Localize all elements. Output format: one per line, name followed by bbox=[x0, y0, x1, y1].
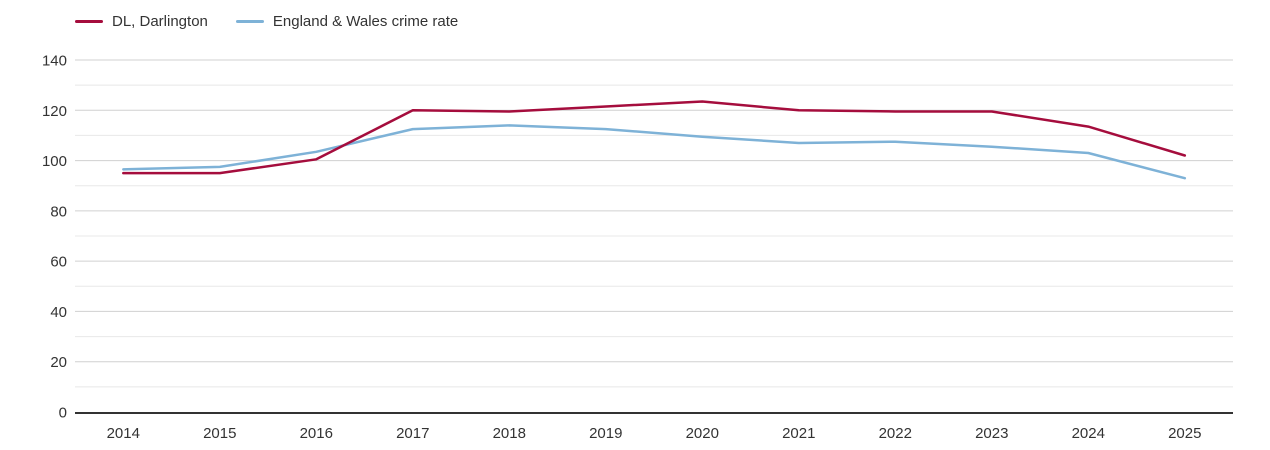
legend-line-swatch-england-wales bbox=[235, 20, 264, 23]
x-axis-tick-label: 2018 bbox=[493, 425, 526, 442]
x-axis-tick-label: 2015 bbox=[203, 425, 236, 442]
x-axis-tick-label: 2021 bbox=[782, 425, 815, 442]
x-axis-tick-label: 2025 bbox=[1168, 425, 1201, 442]
x-axis-tick-label: 2022 bbox=[879, 425, 912, 442]
x-axis-tick-label: 2014 bbox=[107, 425, 140, 442]
legend-item-england-wales[interactable]: England & Wales crime rate bbox=[235, 13, 459, 30]
y-axis-tick-label: 80 bbox=[50, 203, 67, 220]
series-line-england-wales-crime-rate[interactable] bbox=[122, 124, 1187, 180]
x-axis-tick-label: 2023 bbox=[975, 425, 1008, 442]
y-axis-tick-label: 0 bbox=[59, 405, 67, 422]
x-axis-tick-label: 2020 bbox=[686, 425, 719, 442]
y-axis-tick-label: 120 bbox=[42, 103, 67, 120]
y-axis-tick-label: 40 bbox=[50, 304, 67, 321]
legend-label-england-wales: England & Wales crime rate bbox=[272, 13, 459, 30]
series-line-dl-darlington[interactable] bbox=[122, 100, 1187, 175]
y-axis-tick-label: 20 bbox=[50, 354, 67, 371]
y-axis-tick-label: 60 bbox=[50, 254, 67, 271]
legend: DL, Darlington England & Wales crime rat… bbox=[75, 13, 458, 30]
legend-item-dl-darlington[interactable]: DL, Darlington bbox=[75, 13, 208, 30]
y-axis-tick-label: 100 bbox=[42, 153, 67, 170]
x-axis-tick-label: 2019 bbox=[589, 425, 622, 442]
x-axis-tick-label: 2016 bbox=[300, 425, 333, 442]
legend-label-darlington: DL, Darlington bbox=[112, 13, 208, 30]
x-axis-tick-label: 2017 bbox=[396, 425, 429, 442]
legend-line-swatch-darlington bbox=[75, 20, 103, 23]
x-axis-tick-label: 2024 bbox=[1072, 425, 1105, 442]
y-axis-tick-label: 140 bbox=[42, 53, 67, 70]
